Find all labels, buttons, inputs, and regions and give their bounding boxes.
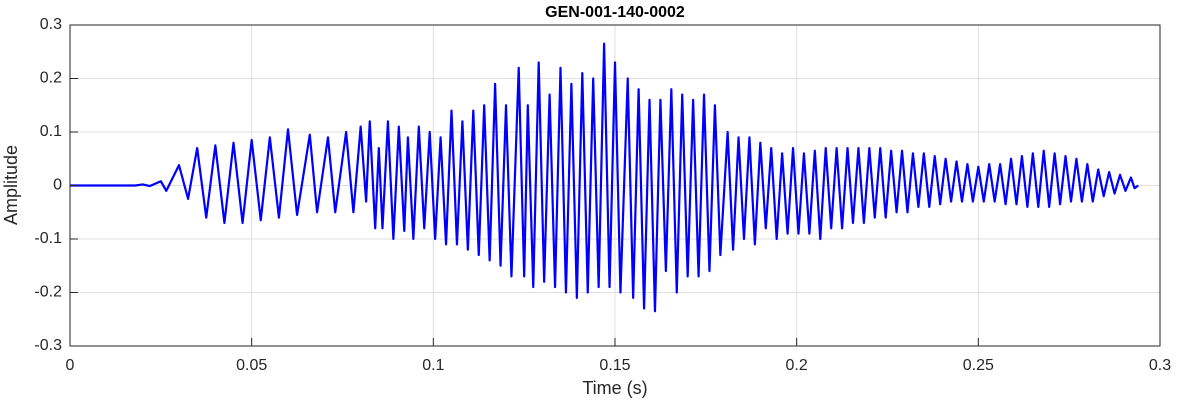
y-tick-label: -0.3 <box>34 337 62 354</box>
y-tick-label: 0.1 <box>40 123 62 140</box>
y-tick-label: -0.1 <box>34 230 62 247</box>
x-tick-label: 0.25 <box>963 357 994 374</box>
x-tick-label: 0.15 <box>599 357 630 374</box>
y-axis-label: Amplitude <box>1 145 21 225</box>
y-tick-label: 0.2 <box>40 70 62 87</box>
x-tick-label: 0.2 <box>786 357 808 374</box>
x-tick-label: 0.1 <box>422 357 444 374</box>
y-tick-label: 0.3 <box>40 16 62 33</box>
chart-title: GEN-001-140-0002 <box>545 4 685 21</box>
x-tick-label: 0 <box>66 357 75 374</box>
ticks: 0 0.05 0.1 0.15 0.2 0.25 0.3 -0.3 -0.2 -0.1 0 0.1 0.… <box>34 16 1171 374</box>
y-tick-label: 0 <box>53 177 62 194</box>
x-tick-label: 0.05 <box>236 357 267 374</box>
x-tick-label: 0.3 <box>1149 357 1171 374</box>
waveform-line <box>70 42 1139 313</box>
x-axis-label: Time (s) <box>582 378 647 398</box>
y-tick-label: -0.2 <box>34 284 62 301</box>
data-lines <box>70 42 1139 313</box>
